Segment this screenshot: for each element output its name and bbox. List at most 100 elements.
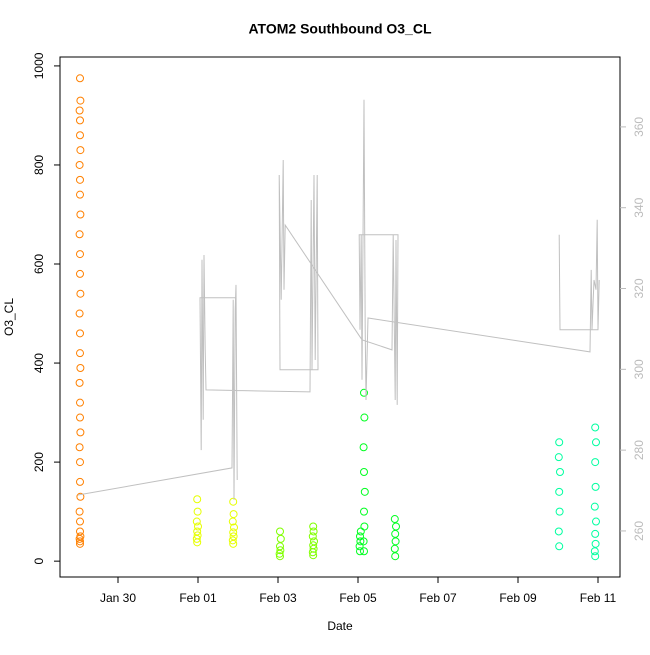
y2-tick-label: 360 bbox=[632, 117, 646, 137]
point bbox=[556, 468, 564, 477]
point bbox=[75, 230, 84, 239]
point bbox=[76, 477, 84, 486]
point bbox=[591, 539, 600, 548]
y-tick-label: 1000 bbox=[32, 52, 46, 79]
point bbox=[276, 534, 285, 543]
y2-tick-label: 320 bbox=[632, 278, 646, 298]
point bbox=[75, 160, 84, 169]
x-tick-label: Feb 07 bbox=[419, 591, 457, 605]
line-series bbox=[77, 99, 600, 500]
point bbox=[192, 517, 201, 526]
point bbox=[276, 542, 284, 551]
point bbox=[76, 269, 84, 278]
plot-box bbox=[59, 56, 621, 578]
point bbox=[228, 517, 237, 526]
x-tick-label: Feb 09 bbox=[499, 591, 537, 605]
point bbox=[555, 438, 564, 447]
point bbox=[76, 492, 85, 501]
point bbox=[76, 116, 84, 125]
point bbox=[75, 309, 84, 318]
point bbox=[360, 507, 368, 516]
point bbox=[554, 527, 563, 536]
point bbox=[76, 329, 84, 338]
point bbox=[228, 536, 237, 545]
point bbox=[360, 547, 368, 556]
x-tick-label: Feb 03 bbox=[259, 591, 297, 605]
point bbox=[76, 289, 85, 298]
point bbox=[391, 552, 400, 561]
x-tick-label: Feb 01 bbox=[179, 591, 217, 605]
point bbox=[76, 146, 85, 155]
point bbox=[555, 487, 564, 496]
point bbox=[360, 468, 368, 477]
point bbox=[76, 250, 84, 259]
point bbox=[309, 522, 318, 531]
point bbox=[356, 532, 364, 541]
point bbox=[76, 428, 85, 437]
point bbox=[592, 517, 600, 526]
point bbox=[392, 522, 400, 531]
point bbox=[76, 96, 85, 105]
y-tick-label: 0 bbox=[32, 557, 46, 564]
point bbox=[76, 131, 84, 140]
point bbox=[76, 349, 84, 358]
point bbox=[591, 552, 600, 561]
point bbox=[194, 522, 202, 531]
y-tick-label: 200 bbox=[32, 452, 46, 472]
point bbox=[75, 443, 84, 452]
y2-tick-label: 260 bbox=[632, 521, 646, 541]
point bbox=[230, 523, 238, 532]
y2-tick-label: 340 bbox=[632, 197, 646, 217]
point bbox=[359, 537, 368, 546]
point bbox=[590, 502, 599, 511]
point bbox=[76, 74, 84, 83]
point bbox=[75, 378, 84, 387]
point bbox=[356, 537, 365, 546]
x-tick-label: Jan 30 bbox=[100, 591, 136, 605]
point bbox=[193, 507, 202, 516]
y-tick-label: 400 bbox=[32, 353, 46, 373]
y2-tick-label: 300 bbox=[632, 359, 646, 379]
point bbox=[356, 547, 364, 556]
point bbox=[592, 438, 600, 447]
point bbox=[555, 507, 564, 516]
point bbox=[76, 364, 85, 373]
point bbox=[309, 541, 318, 550]
point bbox=[554, 453, 563, 462]
point bbox=[591, 529, 600, 538]
y-tick-label: 600 bbox=[32, 254, 46, 274]
point bbox=[193, 531, 202, 540]
point bbox=[229, 497, 238, 506]
chart-title: ATOM2 Southbound O3_CL bbox=[248, 21, 431, 37]
point bbox=[360, 522, 369, 531]
point bbox=[355, 542, 364, 551]
point bbox=[390, 544, 399, 553]
point bbox=[276, 527, 284, 536]
point bbox=[76, 175, 84, 184]
point bbox=[76, 190, 84, 199]
point bbox=[76, 517, 84, 526]
point bbox=[75, 106, 84, 115]
point bbox=[76, 398, 84, 407]
x-tick-label: Feb 05 bbox=[339, 591, 377, 605]
x-tick-label: Feb 11 bbox=[580, 591, 617, 605]
x-axis-label: Date bbox=[327, 619, 353, 633]
point bbox=[391, 529, 400, 538]
y-tick-label: 800 bbox=[32, 155, 46, 175]
point bbox=[76, 527, 84, 536]
point bbox=[309, 527, 318, 536]
point bbox=[591, 458, 600, 467]
point bbox=[229, 510, 238, 519]
point bbox=[591, 423, 600, 432]
point bbox=[309, 551, 318, 560]
point bbox=[360, 413, 369, 422]
point bbox=[229, 532, 238, 541]
point bbox=[276, 546, 285, 555]
point bbox=[360, 487, 369, 496]
point bbox=[359, 443, 368, 452]
point bbox=[76, 532, 85, 541]
point bbox=[590, 547, 599, 556]
y2-tick-label: 280 bbox=[632, 440, 646, 460]
point bbox=[310, 537, 318, 546]
